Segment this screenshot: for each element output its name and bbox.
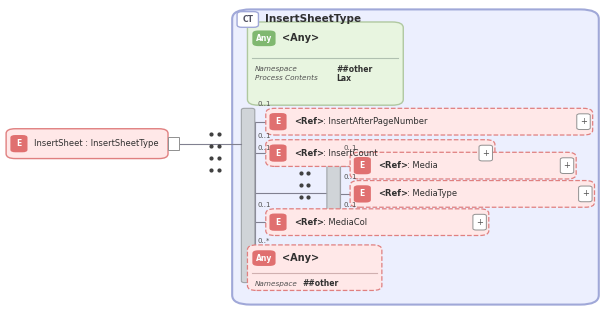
Text: +: + (582, 189, 589, 198)
Text: <Ref>: <Ref> (294, 117, 324, 126)
Text: 0..1: 0..1 (258, 202, 271, 208)
Text: Namespace: Namespace (255, 66, 298, 72)
Text: E: E (276, 218, 280, 227)
FancyBboxPatch shape (479, 145, 492, 161)
Text: <Ref>: <Ref> (378, 161, 408, 170)
FancyBboxPatch shape (168, 138, 179, 150)
FancyBboxPatch shape (560, 158, 574, 173)
FancyBboxPatch shape (6, 129, 168, 159)
Text: <Ref>: <Ref> (294, 149, 324, 158)
FancyBboxPatch shape (247, 22, 403, 105)
Text: : MediaType: : MediaType (407, 189, 457, 198)
Text: : InsertAfterPageNumber: : InsertAfterPageNumber (323, 117, 427, 126)
Text: CT: CT (242, 15, 254, 24)
Text: E: E (16, 139, 21, 148)
Text: +: + (563, 161, 571, 170)
Text: <Ref>: <Ref> (294, 218, 324, 227)
FancyBboxPatch shape (350, 181, 595, 207)
Text: Lax: Lax (336, 74, 351, 83)
Text: E: E (276, 117, 280, 126)
Text: E: E (360, 161, 365, 170)
FancyBboxPatch shape (579, 186, 592, 202)
FancyBboxPatch shape (232, 9, 599, 305)
FancyBboxPatch shape (269, 113, 287, 130)
FancyBboxPatch shape (269, 214, 287, 231)
FancyBboxPatch shape (350, 152, 576, 179)
Text: 0..*: 0..* (258, 238, 270, 244)
Text: : MediaCol: : MediaCol (323, 218, 367, 227)
Text: InsertSheetType: InsertSheetType (265, 14, 360, 24)
FancyBboxPatch shape (247, 245, 382, 290)
FancyBboxPatch shape (354, 185, 371, 203)
Text: ##other: ##other (302, 279, 338, 288)
FancyBboxPatch shape (252, 250, 276, 266)
FancyBboxPatch shape (266, 108, 593, 135)
FancyBboxPatch shape (269, 144, 287, 162)
Text: <Any>: <Any> (282, 33, 319, 43)
Text: Process Contents: Process Contents (255, 75, 318, 82)
Text: : Media: : Media (407, 161, 437, 170)
Text: 0..1: 0..1 (343, 145, 357, 151)
Text: +: + (482, 149, 489, 158)
Text: 0..1: 0..1 (258, 133, 271, 139)
Text: <Ref>: <Ref> (378, 189, 408, 198)
Text: 0..1: 0..1 (258, 101, 271, 107)
Text: : InsertCount: : InsertCount (323, 149, 377, 158)
Text: E: E (360, 189, 365, 198)
Text: +: + (476, 218, 483, 227)
Text: InsertSheet : InsertSheetType: InsertSheet : InsertSheetType (34, 139, 158, 148)
FancyBboxPatch shape (266, 209, 489, 236)
Text: Namespace: Namespace (255, 280, 298, 287)
FancyBboxPatch shape (237, 12, 258, 27)
FancyBboxPatch shape (252, 30, 276, 46)
Text: 0..1: 0..1 (343, 202, 357, 208)
FancyBboxPatch shape (577, 114, 590, 129)
FancyBboxPatch shape (354, 157, 371, 174)
Text: <Any>: <Any> (282, 253, 319, 263)
Text: +: + (580, 117, 587, 126)
FancyBboxPatch shape (241, 108, 255, 283)
Text: ##other: ##other (336, 65, 372, 73)
FancyBboxPatch shape (10, 135, 27, 152)
Text: Any: Any (256, 254, 272, 263)
FancyBboxPatch shape (266, 140, 495, 166)
FancyBboxPatch shape (473, 214, 486, 230)
Text: 0..1: 0..1 (343, 174, 357, 180)
FancyBboxPatch shape (327, 152, 340, 234)
Text: Any: Any (256, 34, 272, 43)
Text: E: E (276, 149, 280, 158)
Text: 0..1: 0..1 (258, 145, 271, 151)
